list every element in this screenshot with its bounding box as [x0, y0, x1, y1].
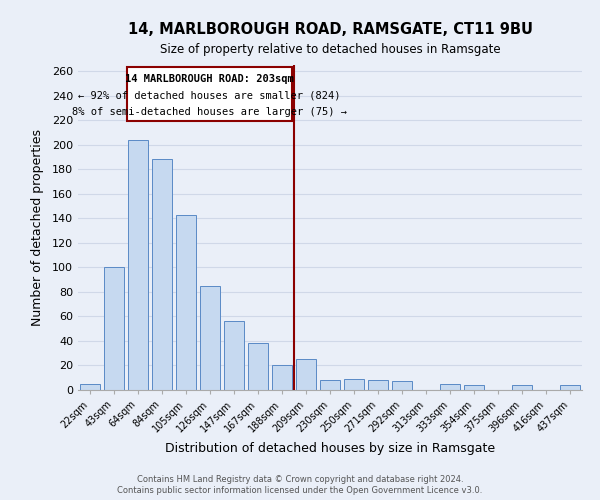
Bar [224, 322, 244, 390]
Text: 8% of semi-detached houses are larger (75) →: 8% of semi-detached houses are larger (7… [72, 106, 347, 117]
Bar [464, 385, 484, 390]
Text: Contains HM Land Registry data © Crown copyright and database right 2024.: Contains HM Land Registry data © Crown c… [137, 475, 463, 484]
Text: 14, MARLBOROUGH ROAD, RAMSGATE, CT11 9BU: 14, MARLBOROUGH ROAD, RAMSGATE, CT11 9BU [128, 22, 533, 38]
Bar [344, 379, 364, 390]
FancyBboxPatch shape [127, 68, 292, 122]
Bar [80, 384, 100, 390]
Bar [200, 286, 220, 390]
Bar [128, 140, 148, 390]
X-axis label: Distribution of detached houses by size in Ramsgate: Distribution of detached houses by size … [165, 442, 495, 456]
Bar [440, 384, 460, 390]
Text: Size of property relative to detached houses in Ramsgate: Size of property relative to detached ho… [160, 44, 500, 57]
Bar [248, 344, 268, 390]
Bar [104, 268, 124, 390]
Bar [512, 385, 532, 390]
Bar [176, 214, 196, 390]
Y-axis label: Number of detached properties: Number of detached properties [31, 129, 44, 326]
Bar [320, 380, 340, 390]
Bar [560, 385, 580, 390]
Bar [368, 380, 388, 390]
Bar [152, 160, 172, 390]
Bar [296, 360, 316, 390]
Text: 14 MARLBOROUGH ROAD: 203sqm: 14 MARLBOROUGH ROAD: 203sqm [125, 74, 294, 84]
Bar [272, 366, 292, 390]
Text: ← 92% of detached houses are smaller (824): ← 92% of detached houses are smaller (82… [79, 90, 341, 100]
Text: Contains public sector information licensed under the Open Government Licence v3: Contains public sector information licen… [118, 486, 482, 495]
Bar [392, 382, 412, 390]
